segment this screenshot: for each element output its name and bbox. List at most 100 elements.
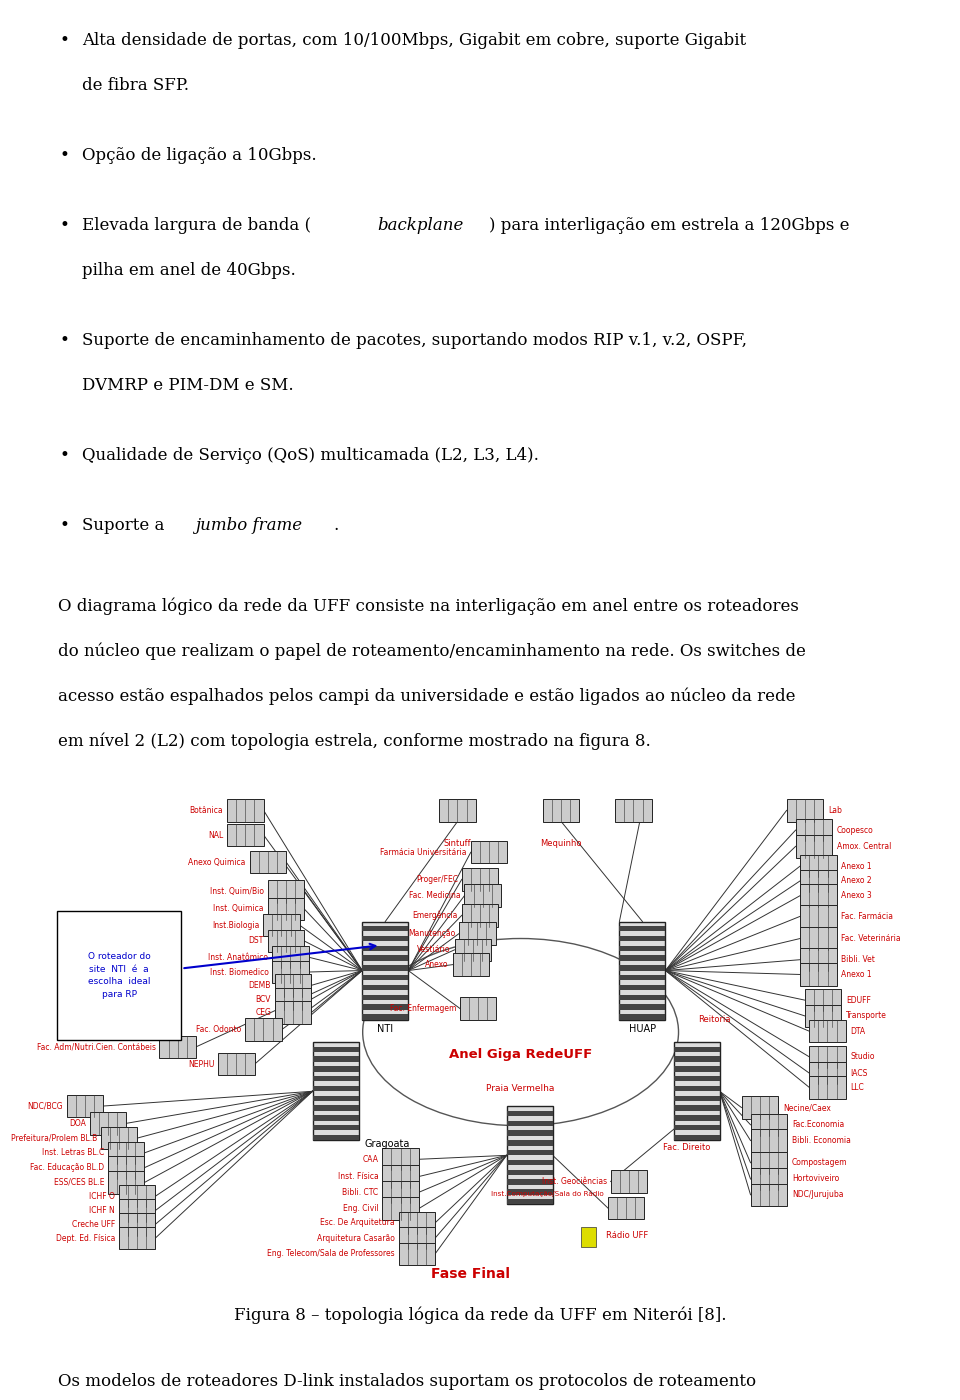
Bar [674, 1067, 720, 1071]
Text: CAA: CAA [363, 1155, 378, 1163]
Text: LLC: LLC [851, 1082, 864, 1092]
Text: ) para interligação em estrela a 120Gbps e: ) para interligação em estrela a 120Gbps… [489, 217, 849, 234]
Text: Gragoata: Gragoata [365, 1140, 410, 1149]
Bar [611, 1170, 647, 1193]
Bar [800, 869, 836, 892]
Text: Proger/FEC: Proger/FEC [416, 875, 458, 883]
Text: Anexo 2: Anexo 2 [841, 876, 872, 885]
Bar [313, 1047, 359, 1051]
Bar [101, 1127, 137, 1149]
Bar [275, 1001, 311, 1023]
Text: Anexo 1: Anexo 1 [841, 861, 872, 871]
Text: DOA: DOA [69, 1119, 86, 1128]
Text: Praia Vermelha: Praia Vermelha [486, 1084, 554, 1092]
Text: Mequinho: Mequinho [540, 840, 582, 848]
Bar [362, 925, 408, 931]
Bar [382, 1165, 419, 1187]
Bar [619, 965, 665, 970]
Bar [313, 1126, 359, 1130]
Text: Bibli. Vet: Bibli. Vet [841, 955, 876, 965]
Bar [465, 885, 501, 907]
Text: •: • [60, 517, 69, 533]
Text: Coopesco: Coopesco [837, 826, 874, 834]
Bar [507, 1106, 553, 1204]
Bar [250, 851, 286, 874]
Text: Necine/Caex: Necine/Caex [782, 1103, 830, 1112]
Text: HUAP: HUAP [629, 1025, 656, 1035]
Bar [459, 923, 495, 945]
Text: Inst. Biomedico: Inst. Biomedico [209, 967, 269, 977]
Text: Rádio UFF: Rádio UFF [606, 1231, 648, 1240]
Text: Compostagem: Compostagem [792, 1158, 848, 1168]
Bar [268, 930, 304, 952]
Text: Fac. Educação BL.D: Fac. Educação BL.D [30, 1163, 105, 1172]
Text: Vestiário: Vestiário [418, 945, 450, 955]
Bar [619, 994, 665, 1000]
Bar [362, 994, 408, 1000]
Text: NTI: NTI [377, 1025, 394, 1035]
Text: Fase Final: Fase Final [431, 1267, 511, 1281]
Text: Fac. Adm/Nutri.Cien. Contábeis: Fac. Adm/Nutri.Cien. Contábeis [36, 1043, 156, 1051]
Bar [751, 1113, 787, 1135]
Bar [398, 1211, 435, 1233]
Bar [268, 881, 304, 903]
Bar [362, 984, 408, 990]
Text: Qualidade de Serviço (QoS) multicamada (L2, L3, L4).: Qualidade de Serviço (QoS) multicamada (… [82, 447, 539, 463]
Text: DEMB: DEMB [249, 981, 271, 990]
Bar [507, 1189, 553, 1194]
Bar [796, 836, 832, 858]
Text: O roteador do
site  NTI  é  a
escolha  ideal
para RP: O roteador do site NTI é a escolha ideal… [87, 952, 151, 998]
Text: Lab: Lab [828, 806, 842, 815]
Text: Figura 8 – topologia lógica da rede da UFF em Niterói [8].: Figura 8 – topologia lógica da rede da U… [233, 1306, 727, 1324]
Bar [619, 925, 665, 931]
Text: Manutenção: Manutenção [408, 930, 455, 938]
Bar [228, 823, 264, 846]
Bar [804, 1005, 841, 1028]
Text: Creche UFF: Creche UFF [72, 1219, 115, 1229]
Bar [119, 1184, 156, 1207]
Bar [108, 1141, 145, 1163]
Bar [382, 1182, 419, 1204]
Bar [800, 906, 836, 928]
Bar [119, 1200, 156, 1222]
Bar [796, 819, 832, 841]
Bar [619, 921, 665, 1019]
Bar [619, 974, 665, 980]
Bar [362, 921, 408, 1019]
Bar [619, 1014, 665, 1019]
Text: Fac. Veterinária: Fac. Veterinária [841, 934, 901, 944]
Text: Dept. Ed. Física: Dept. Ed. Física [56, 1233, 115, 1243]
Bar [57, 911, 181, 1040]
Bar [674, 1106, 720, 1110]
Bar [619, 1004, 665, 1009]
Bar [398, 1226, 435, 1249]
Text: Elevada largura de banda (: Elevada largura de banda ( [82, 217, 311, 234]
Text: Sintuff: Sintuff [444, 840, 471, 848]
Bar [90, 1112, 127, 1134]
Bar [800, 885, 836, 907]
Text: Farmácia Universitária: Farmácia Universitária [380, 848, 467, 857]
Bar [741, 1096, 778, 1119]
Text: ESS/CES BL.E: ESS/CES BL.E [54, 1177, 105, 1187]
Text: Emergência: Emergência [413, 910, 458, 920]
Text: Os modelos de roteadores D-link instalados suportam os protocolos de roteamento: Os modelos de roteadores D-link instalad… [58, 1373, 756, 1390]
Text: BCV: BCV [255, 994, 271, 1004]
Bar [268, 897, 304, 920]
Text: DVMRP e PIM-DM e SM.: DVMRP e PIM-DM e SM. [82, 377, 293, 393]
Text: Reitoria: Reitoria [698, 1015, 731, 1025]
Text: Anel Giga RedeUFF: Anel Giga RedeUFF [449, 1047, 592, 1061]
Text: Inst. Quim/Bio: Inst. Quim/Bio [210, 888, 264, 896]
Bar [245, 1018, 281, 1040]
Bar [398, 1243, 435, 1266]
Bar [674, 1096, 720, 1100]
Text: Anexo 3: Anexo 3 [841, 892, 873, 900]
Text: NDC/BCG: NDC/BCG [27, 1102, 62, 1110]
Bar [800, 948, 836, 970]
Bar [462, 904, 498, 927]
Bar [273, 960, 309, 983]
Bar [608, 1197, 644, 1219]
Text: Inst.Computação/Sala do Rádio: Inst.Computação/Sala do Rádio [492, 1191, 604, 1197]
Text: Suporte de encaminhamento de pacotes, suportando modos RIP v.1, v.2, OSPF,: Suporte de encaminhamento de pacotes, su… [82, 332, 747, 349]
Text: Arquitetura Casarão: Arquitetura Casarão [317, 1233, 395, 1243]
Bar [108, 1172, 145, 1194]
